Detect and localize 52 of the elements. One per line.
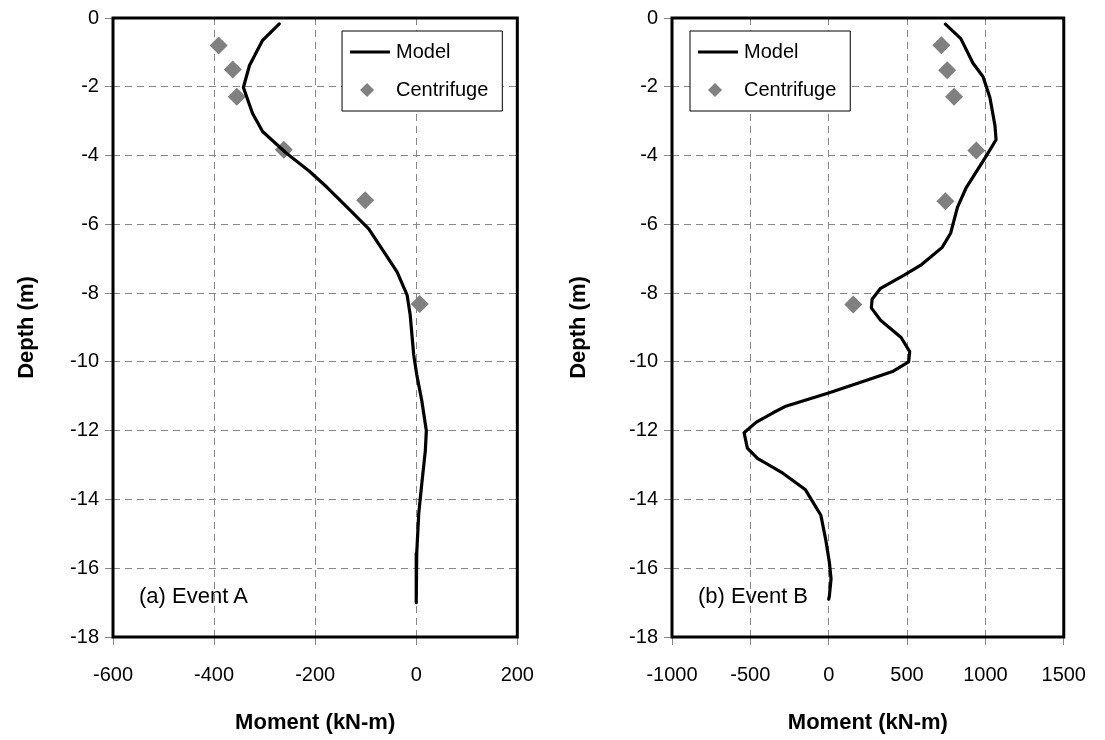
x-tick-label: 200	[500, 662, 534, 685]
x-tick-label: 1000	[963, 662, 1008, 685]
y-tick-label: -16	[70, 555, 99, 578]
point	[938, 61, 957, 80]
x-tick-label: -200	[295, 662, 336, 685]
x-tick-label: 0	[410, 662, 422, 685]
y-tick-label: -10	[70, 349, 99, 372]
x-tick-label: -500	[730, 662, 771, 685]
y-tick-label: -10	[629, 349, 658, 372]
y-tick-label: -4	[81, 143, 99, 166]
y-tick-label: -18	[70, 624, 99, 647]
y-tick-label: -14	[629, 486, 658, 509]
x-tick-label: -600	[92, 662, 134, 685]
y-axis-title: Depth (m)	[565, 276, 591, 379]
x-tick-label: 0	[823, 662, 835, 685]
point	[223, 60, 242, 79]
legend-label: Model	[744, 39, 799, 62]
y-tick-label: -14	[70, 486, 99, 509]
x-tick-label: 500	[890, 662, 924, 685]
annotation: (a) Event A	[139, 583, 249, 608]
y-tick-label: -2	[640, 74, 658, 97]
x-tick-label: -400	[194, 662, 235, 685]
point	[410, 295, 429, 314]
y-tick-label: 0	[87, 5, 99, 28]
point	[356, 191, 375, 210]
point	[936, 192, 955, 211]
x-tick-label: -1000	[646, 662, 698, 685]
y-tick-label: -18	[629, 624, 658, 647]
y-tick-label: -8	[81, 280, 99, 303]
y-tick-label: -6	[640, 211, 658, 234]
legend-label: Centrifuge	[396, 77, 489, 100]
point	[209, 36, 228, 55]
y-tick-label: -8	[640, 280, 658, 303]
legend-label: Model	[396, 39, 451, 62]
x-axis-title: Moment (kN-m)	[787, 708, 948, 734]
annotation: (b) Event B	[698, 583, 809, 608]
legend-label: Centrifuge	[744, 77, 837, 100]
point	[932, 36, 951, 55]
point	[967, 141, 986, 160]
point	[844, 295, 863, 314]
y-tick-label: -16	[629, 555, 658, 578]
point	[227, 87, 246, 106]
y-tick-label: 0	[646, 5, 658, 28]
y-axis-title: Depth (m)	[13, 276, 39, 379]
y-tick-label: -2	[81, 74, 99, 97]
y-tick-label: -12	[629, 418, 658, 441]
x-tick-label: 1500	[1041, 662, 1086, 685]
y-tick-label: -6	[81, 211, 99, 234]
x-axis-title: Moment (kN-m)	[235, 708, 396, 734]
y-tick-label: -12	[70, 418, 99, 441]
y-tick-label: -4	[640, 143, 658, 166]
point	[945, 87, 964, 106]
